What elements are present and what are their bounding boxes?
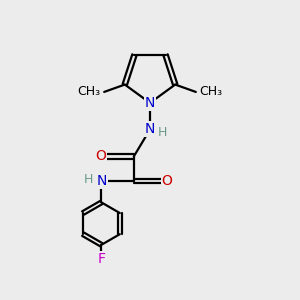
Text: O: O [162,174,172,188]
Text: CH₃: CH₃ [77,85,101,98]
Text: O: O [95,149,106,164]
Text: H: H [84,173,93,186]
Text: F: F [98,252,105,266]
Text: N: N [96,174,106,188]
Text: N: N [145,122,155,136]
Text: H: H [158,126,168,139]
Text: CH₃: CH₃ [199,85,223,98]
Text: N: N [145,96,155,110]
